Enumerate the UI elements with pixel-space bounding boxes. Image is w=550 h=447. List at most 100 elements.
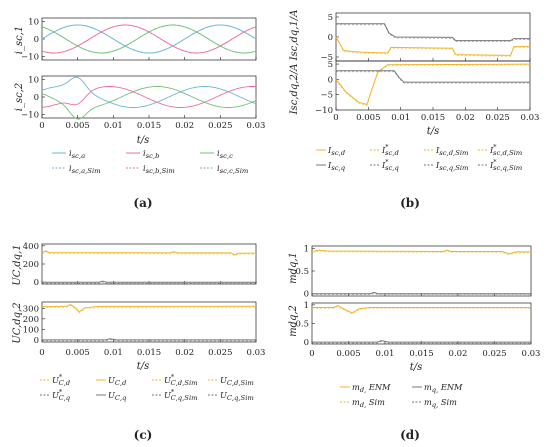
chart-a: i_sc,1 i_sc,2 100−10 100−100 0.005 0.01 0.0… xyxy=(14,18,265,211)
chart-c-xtick-label: 0.005 xyxy=(65,348,89,358)
chart-a-xtick-label: 0.015 xyxy=(137,121,161,131)
chart-b-xtick-label: 0.005 xyxy=(356,113,380,123)
chart-a-plot-frame xyxy=(41,17,257,61)
chart-b-legend-label: Isc,q xyxy=(327,160,346,172)
chart-a-series-line xyxy=(41,76,257,108)
chart-a-ytick-label: 10 xyxy=(28,76,39,86)
chart-a-series-line xyxy=(41,24,257,54)
chart-c-series-line xyxy=(41,304,257,313)
chart-c-ytick-label: 200 xyxy=(23,260,39,270)
chart-b-legend: Isc,d I* sc,d Isc,d,Sim I* sc,d,Sim Isc,q I* sc,… xyxy=(316,143,522,172)
chart-b-plot-bottom: 50−5−100 0.005 0.01 0.015 0.02 0.025 0.03 xyxy=(315,60,539,123)
chart-b-legend-label: I* sc,d,Sim xyxy=(489,143,522,157)
chart-b-series-sim-line xyxy=(336,24,530,42)
chart-d-ytick-label: 0.5 xyxy=(295,267,309,277)
chart-b-xtick-label: 0.01 xyxy=(391,113,410,123)
chart-a-plot-top: 10 0 −10 xyxy=(21,17,257,63)
chart-d-series-line xyxy=(312,291,531,295)
chart-a-legend-label: isc,b xyxy=(143,148,159,160)
chart-b-legend-label: I* sc,q,Sim xyxy=(489,158,522,172)
chart-b-legend-label: Isc,q,Sim xyxy=(435,160,468,172)
chart-c-legend: U* C,d UC,d U* C,d,Sim UC,d,Sim U* C,q UC,q U* C,q… xyxy=(40,373,254,402)
chart-c-series-line xyxy=(41,250,257,256)
chart-a-series-line xyxy=(41,24,257,54)
chart-d-series-line xyxy=(311,249,531,255)
chart-a-xtick-label: 0.025 xyxy=(208,121,232,131)
chart-c-legend-label: UC,q,Sim xyxy=(220,390,254,402)
chart-b-plot-top: 5 0 −5 xyxy=(320,12,531,63)
chart-b-xtick-label: 0.025 xyxy=(485,113,509,123)
chart-d-ytick-label: 1 xyxy=(304,244,309,254)
chart-c-legend-label: UC,d xyxy=(108,375,127,387)
chart-b-plot-frame xyxy=(335,60,531,111)
chart-c-plot-frame xyxy=(41,243,257,285)
chart-c-legend-label: U* C,d,Sim xyxy=(164,373,198,387)
chart-a-ytick-label: −10 xyxy=(21,53,39,63)
chart-d-xtick-label: 0.03 xyxy=(522,349,541,359)
chart-d-ytick-label: 0 xyxy=(304,338,309,348)
chart-d-ylabel-bottom: mdq,2 xyxy=(288,305,299,337)
chart-b-series-line xyxy=(336,23,530,42)
chart-b-caption: (b) xyxy=(400,196,420,210)
chart-d-plot-top: 10.50 xyxy=(295,244,532,300)
chart-c-legend-label: U* C,q,Sim xyxy=(164,388,198,402)
chart-c-ytick-label: 0 xyxy=(34,278,39,288)
chart-a-legend: isc,a isc,b isc,c isc,a,Sim isc,b,Sim isc,c,S… xyxy=(52,148,248,175)
chart-d: mdq,1 mdq,2 10.50 10.500 0.005 0.01 0.015 0.… xyxy=(288,244,540,442)
chart-b-ytick-label: 5 xyxy=(328,60,333,70)
chart-a-ylabel-bottom: i_sc,2 xyxy=(14,83,25,111)
chart-d-ytick-label: 1 xyxy=(304,301,309,311)
chart-d-xtick-label: 0 xyxy=(309,349,314,359)
chart-c-series-sim-line xyxy=(41,251,257,257)
chart-b-series-sim-line xyxy=(335,37,530,57)
chart-d-xlabel: t/s xyxy=(410,362,423,373)
chart-b-xtick-label: 0.015 xyxy=(421,113,445,123)
chart-d-series-line xyxy=(312,340,531,343)
chart-b-ytick-label: −5 xyxy=(320,91,333,101)
chart-d-legend: md, ENM mq, ENM md, Sim mq, Sim xyxy=(340,382,463,409)
chart-a-series-line xyxy=(41,86,257,108)
chart-c-ytick-label: 300 xyxy=(23,304,39,314)
chart-b-ytick-label: 5 xyxy=(328,13,333,23)
chart-c-legend-label: U* C,d xyxy=(52,373,71,387)
chart-c-series-line xyxy=(42,280,256,283)
chart-c-xtick-label: 0.01 xyxy=(104,348,123,358)
chart-d-xtick-label: 0.005 xyxy=(336,349,360,359)
chart-d-plot-bottom: 1 0.5 00 0.005 0.01 0.015 0.02 0.025 0.03 xyxy=(295,301,540,359)
chart-a-xtick-label: 0.005 xyxy=(65,121,89,131)
chart-a-plot-frame xyxy=(41,75,257,119)
chart-c-plot-top: 400 200 0 xyxy=(23,242,257,288)
chart-c-ylabel-top: UC,dq,1 xyxy=(12,244,23,285)
chart-d-xtick-label: 0.025 xyxy=(482,349,506,359)
chart-b-ytick-label: 0 xyxy=(328,33,333,43)
chart-a-series-line xyxy=(41,24,257,54)
chart-b-series-sim-line xyxy=(336,71,530,84)
chart-b-series-sim-line xyxy=(335,64,531,106)
chart-a-caption: (a) xyxy=(133,196,152,210)
chart-c-xtick-label: 0.015 xyxy=(137,348,161,358)
chart-d-series-sim-line xyxy=(311,250,531,256)
chart-a-series-line xyxy=(41,24,257,54)
chart-a-ytick-label: 0 xyxy=(34,35,39,45)
chart-d-plot-frame xyxy=(311,245,532,297)
chart-c-ylabel-bottom: UC,dq,2 xyxy=(12,302,23,343)
chart-c-xtick-label: 0.03 xyxy=(247,348,266,358)
chart-c-caption: (c) xyxy=(134,428,153,442)
chart-a-legend-label: isc,c xyxy=(217,148,233,160)
chart-d-ytick-label: 0.5 xyxy=(295,320,309,330)
chart-a-series-line xyxy=(41,24,257,54)
chart-b-series-line xyxy=(335,63,531,106)
chart-b-xtick-label: 0.02 xyxy=(456,113,475,123)
chart-a-series-line xyxy=(41,24,257,54)
chart-b-ylabel: Isc,dq,2/A Isc,dq,1/A xyxy=(289,10,300,116)
chart-d-series-sim-line xyxy=(312,341,531,344)
chart-a-ylabel-top: i_sc,1 xyxy=(14,26,25,54)
chart-c-xtick-label: 0.02 xyxy=(175,348,194,358)
chart-b-series-line xyxy=(335,36,530,56)
chart-b-ytick-label: 0 xyxy=(328,75,333,85)
chart-b-legend-label: I* sc,q xyxy=(381,158,399,172)
chart-c-ytick-label: 0 xyxy=(34,336,39,346)
chart-c-xtick-label: 0 xyxy=(39,348,44,358)
